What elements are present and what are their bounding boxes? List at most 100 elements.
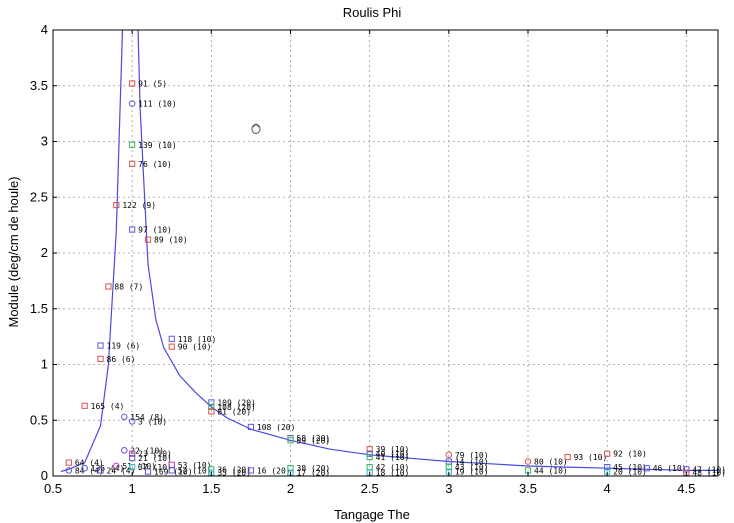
data-point-circle	[81, 464, 88, 472]
data-point-label: 111 (10)	[138, 100, 177, 109]
data-point-square	[129, 463, 136, 471]
data-point-square	[168, 467, 175, 474]
data-point-square	[287, 465, 294, 472]
data-point-label: 18 (10)	[376, 469, 410, 478]
data-point-square	[366, 453, 373, 461]
x-tick-label: 4	[604, 481, 611, 496]
data-point-square	[247, 423, 255, 431]
data-point-label: 84 (4)	[75, 466, 104, 475]
data-point-label: 53 (10)	[178, 461, 212, 470]
data-point-square	[168, 335, 175, 342]
data-point-circle	[120, 413, 128, 421]
data-point-label: 109 (20)	[217, 398, 256, 407]
data-point-label: 93 (10)	[574, 453, 608, 462]
data-point-label: 86 (6)	[107, 355, 136, 364]
data-point-label: 3 (10)	[138, 417, 167, 426]
x-tick-label: 2.5	[361, 481, 379, 496]
data-point-square	[129, 450, 136, 457]
data-point-square	[287, 437, 294, 444]
data-point-label: 37 (10)	[138, 463, 172, 472]
data-point-square	[208, 399, 215, 406]
response-curve-layer	[60, 30, 718, 473]
data-point-circle	[524, 458, 532, 465]
y-tick-label: 4	[41, 22, 48, 37]
data-point-label: 79 (10)	[455, 451, 489, 460]
data-point-square	[366, 450, 373, 457]
grid-lines	[53, 30, 718, 476]
data-point-label: 38 (20)	[297, 464, 331, 473]
data-point-circle	[120, 447, 128, 454]
data-point-label: 58 (20)	[297, 434, 331, 443]
data-point-label: 76 (10)	[138, 160, 172, 169]
data-point-square	[604, 463, 611, 471]
x-tick-label: 2	[287, 481, 294, 496]
data-point-label: 45 (10)	[613, 463, 647, 472]
data-point-label: 136 (4)	[91, 464, 125, 473]
y-tick-label: 2.5	[30, 189, 48, 204]
data-point-label: 35 (20)	[217, 469, 251, 478]
data-point-label: 64 (4)	[75, 459, 104, 468]
data-point-label: 39 (10)	[376, 445, 410, 454]
data-point-label: 122 (9)	[122, 201, 156, 210]
data-point-label: 19 (10)	[455, 468, 489, 477]
x-tick-label: 0.5	[44, 481, 62, 496]
axis-ticks: 0.5 1 1.5 2 2.5 3 3.5 4 4.500.511.522.533.54	[30, 22, 718, 496]
data-point-label: 154 (8)	[130, 413, 164, 422]
data-point-label: 89 (10)	[154, 236, 188, 245]
data-point-label: 40 (10)	[376, 450, 410, 459]
data-point-label: 24 (4)	[107, 466, 136, 475]
mouse-cursor-icon	[251, 123, 261, 134]
data-point-label: 17 (20)	[297, 469, 331, 478]
data-point-label: 44 (10)	[534, 466, 568, 475]
data-point-label: 16 (20)	[257, 466, 291, 475]
data-point-label: 118 (10)	[178, 335, 217, 344]
data-point-label: 91 (5)	[138, 80, 167, 89]
data-point-circle	[113, 462, 120, 470]
x-tick-label: 3.5	[519, 481, 537, 496]
data-point-label: 48 (10)	[692, 469, 726, 478]
data-point-label: 47 (10)	[692, 465, 726, 474]
y-tick-label: 1	[41, 357, 48, 372]
data-point-label: 42 (10)	[376, 463, 410, 472]
data-point-label: 92 (10)	[613, 450, 647, 459]
x-tick-label: 4.5	[677, 481, 695, 496]
data-point-label: 90 (10)	[178, 343, 212, 352]
data-point-square	[247, 467, 255, 474]
chart-title: Roulis Phi	[343, 5, 402, 20]
data-point-label: 119 (6)	[107, 342, 141, 351]
data-point-label: 36 (20)	[217, 465, 251, 474]
data-point-square	[366, 446, 373, 453]
data-point-circle	[445, 451, 453, 459]
data-point-label: 52 (10)	[178, 466, 212, 475]
data-point-label: 23 (10)	[138, 450, 172, 459]
data-point-circle	[128, 100, 136, 107]
data-point-label: 139 (10)	[138, 141, 177, 150]
data-point-label: 43 (10)	[455, 463, 489, 472]
data-point-label: 41 (10)	[376, 453, 410, 462]
data-point-label: 22 (10)	[130, 446, 164, 455]
data-point-label: 169 (10)	[154, 468, 193, 477]
y-tick-label: 2	[41, 245, 48, 260]
data-point-square	[208, 408, 215, 415]
data-point-square	[168, 343, 175, 350]
data-point-square	[129, 455, 136, 462]
data-point-label: 14 (10)	[455, 458, 489, 467]
response-curve	[60, 30, 718, 473]
x-tick-label: 3	[445, 481, 452, 496]
data-point-label: 108 (20)	[217, 403, 256, 412]
data-point-circle	[65, 467, 73, 474]
data-point-square	[81, 402, 88, 409]
data-point-square	[144, 468, 152, 475]
y-tick-label: 1.5	[30, 301, 48, 316]
y-tick-label: 3.5	[30, 78, 48, 93]
data-point-label: 80 (10)	[534, 458, 568, 467]
x-tick-label: 1	[129, 481, 136, 496]
data-point-label: 108 (20)	[257, 423, 296, 432]
y-tick-label: 3	[41, 134, 48, 149]
data-point-square	[129, 226, 136, 233]
data-points-layer: 91 (5) 111 (10) 139 (10) 76 (10) 122 (9) 97 (…	[65, 80, 726, 478]
data-point-label: 20 (10)	[613, 468, 647, 477]
data-point-label: 97 (10)	[138, 226, 172, 235]
